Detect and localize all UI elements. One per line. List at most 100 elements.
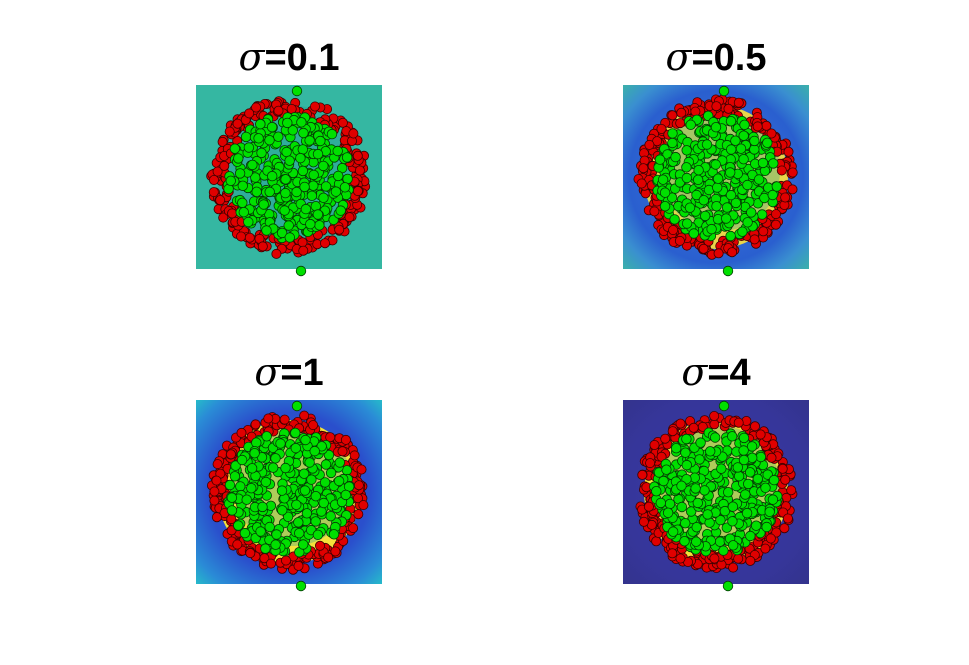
- point-inner-class: [237, 197, 248, 209]
- point-outer-class: [348, 128, 359, 139]
- point-outer-class: [310, 101, 321, 112]
- point-inner-class: [709, 432, 721, 443]
- point-inner-outlier: [722, 580, 734, 592]
- point-inner-class: [280, 187, 291, 199]
- point-inner-class: [669, 214, 680, 225]
- point-inner-class: [325, 510, 336, 522]
- scatter-plot: [196, 85, 382, 277]
- point-inner-class: [735, 143, 747, 154]
- point-outer-class: [709, 410, 720, 421]
- point-outer-class: [349, 450, 360, 461]
- point-outer-class: [776, 165, 787, 176]
- point-inner-class: [768, 158, 779, 169]
- point-inner-class: [273, 131, 284, 142]
- point-inner-class: [237, 180, 249, 192]
- point-outer-class: [656, 124, 667, 135]
- point-inner-class: [767, 494, 779, 505]
- point-inner-class: [290, 427, 301, 439]
- point-inner-class: [737, 226, 748, 237]
- point-inner-class: [742, 478, 754, 490]
- point-inner-class: [246, 463, 258, 474]
- point-outer-class: [308, 420, 319, 431]
- point-inner-class: [251, 437, 262, 448]
- point-inner-class: [332, 145, 343, 157]
- point-outer-class: [745, 555, 756, 566]
- point-outer-class: [667, 426, 678, 437]
- point-inner-class: [267, 462, 279, 473]
- sigma-symbol: σ: [238, 35, 265, 79]
- point-outer-class: [709, 553, 720, 564]
- point-inner-class: [308, 169, 319, 181]
- point-inner-class: [283, 220, 294, 231]
- subplot-title: σ=4: [623, 350, 809, 394]
- point-outer-class: [266, 558, 277, 569]
- point-inner-class: [768, 474, 780, 486]
- point-outer-class: [323, 552, 334, 563]
- point-outer-class: [723, 103, 734, 114]
- point-inner-class: [225, 175, 237, 187]
- point-outer-class: [675, 553, 686, 564]
- point-inner-class: [320, 181, 332, 192]
- point-outer-class: [299, 410, 310, 421]
- point-inner-class: [661, 464, 672, 475]
- point-outer-class: [660, 433, 671, 444]
- point-inner-class: [659, 200, 671, 212]
- point-outer-class: [209, 495, 220, 506]
- point-outer-class: [765, 533, 776, 544]
- point-inner-class: [296, 117, 307, 128]
- point-inner-class: [732, 462, 744, 473]
- point-inner-class: [667, 128, 678, 139]
- point-outer-class: [211, 512, 222, 523]
- point-inner-class: [260, 543, 271, 554]
- point-inner-class: [226, 492, 238, 503]
- point-inner-class: [341, 152, 353, 163]
- point-inner-class: [691, 189, 702, 201]
- point-outer-class: [727, 247, 738, 258]
- point-inner-outlier: [291, 85, 303, 97]
- point-outer-class: [688, 422, 699, 433]
- point-inner-class: [762, 137, 773, 149]
- point-inner-class: [226, 505, 238, 516]
- point-inner-class: [742, 179, 753, 191]
- point-inner-class: [282, 117, 293, 129]
- sigma-symbol: σ: [681, 350, 708, 394]
- point-inner-class: [326, 128, 338, 140]
- point-inner-class: [315, 135, 326, 147]
- point-outer-class: [334, 224, 345, 235]
- point-inner-class: [684, 202, 696, 213]
- point-inner-class: [247, 159, 258, 171]
- point-outer-class: [353, 509, 364, 520]
- point-outer-class: [698, 243, 709, 254]
- point-outer-class: [750, 421, 761, 432]
- point-inner-class: [659, 187, 671, 198]
- point-inner-class: [771, 181, 783, 192]
- point-inner-class: [745, 530, 756, 542]
- point-outer-class: [777, 463, 788, 474]
- point-inner-class: [651, 485, 662, 497]
- point-inner-class: [744, 467, 756, 478]
- point-inner-class: [756, 209, 768, 220]
- point-inner-class: [297, 539, 309, 550]
- point-inner-class: [761, 521, 772, 533]
- point-outer-class: [232, 539, 243, 550]
- point-inner-class: [711, 200, 722, 212]
- subplot-sigma-1: σ=1: [196, 350, 382, 592]
- point-outer-class: [637, 469, 648, 480]
- point-inner-class: [279, 205, 290, 216]
- scatter-plot: [196, 400, 382, 592]
- point-outer-class: [766, 128, 777, 139]
- point-inner-class: [323, 449, 335, 461]
- point-inner-class: [720, 213, 732, 224]
- point-inner-class: [671, 443, 682, 454]
- point-inner-class: [284, 155, 295, 166]
- point-outer-class: [352, 150, 363, 161]
- point-inner-outlier: [291, 400, 303, 412]
- point-inner-class: [308, 180, 319, 191]
- point-outer-class: [752, 121, 763, 132]
- point-inner-class: [255, 526, 266, 537]
- subplot-sigma-0-5: σ=0.5: [623, 35, 809, 277]
- point-inner-class: [233, 520, 244, 531]
- point-outer-class: [219, 160, 230, 171]
- point-inner-class: [680, 447, 691, 458]
- point-inner-class: [276, 227, 288, 239]
